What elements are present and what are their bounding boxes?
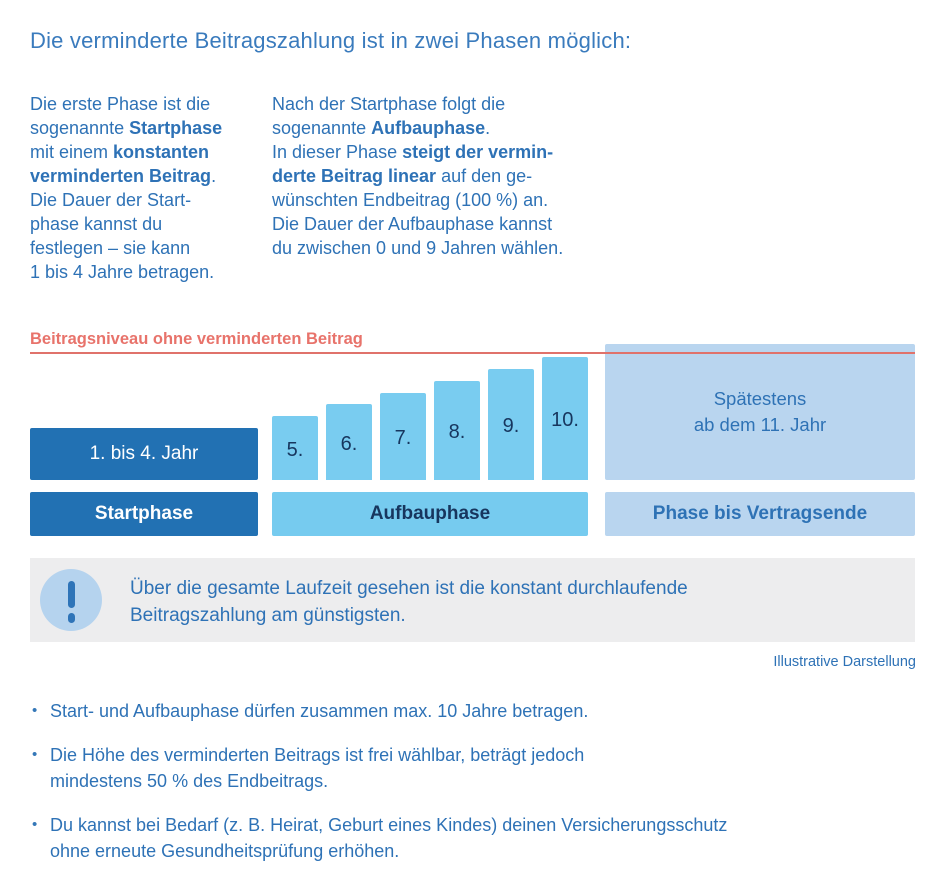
info-box-text: Über die gesamte Laufzeit gesehen ist di… xyxy=(130,578,688,626)
year-bar-label: 8. xyxy=(448,421,466,443)
phase-band-aufbauphase: Aufbauphase xyxy=(272,492,588,536)
year-bar-label: 5. xyxy=(286,439,304,461)
illustrative-note: Illustrative Darstellung xyxy=(773,654,916,670)
phase-band-startphase: Startphase xyxy=(30,492,258,536)
benchmark-label: Beitragsniveau ohne verminderten Beitrag xyxy=(30,330,363,348)
startphase-paragraph: Die erste Phase ist die sogenannte Startp… xyxy=(30,94,223,282)
notes-list: • Start- und Aufbauphase dürfen zusammen … xyxy=(30,698,915,882)
info-box: Über die gesamte Laufzeit gesehen ist di… xyxy=(30,558,915,642)
year-bar-9: 9. xyxy=(488,369,534,480)
aufbauphase-paragraph: Nach der Startphase folgt die sogenannte … xyxy=(272,94,564,258)
list-item-text: Du kannst bei Bedarf (z. B. Heirat, Gebu… xyxy=(50,815,728,861)
phase-band-vertragsende: Phase bis Vertragsende xyxy=(605,492,915,536)
year-bar-8: 8. xyxy=(434,381,480,480)
brochure-page: Die verminderte Beitragszahlung ist in z… xyxy=(30,0,916,886)
end-years-label: Spätestens ab dem 11. Jahr xyxy=(693,388,827,435)
list-item-text: Die Höhe des verminderten Beitrags ist f… xyxy=(50,745,585,791)
year-bar-label: 10. xyxy=(551,409,579,431)
year-bar-label: 7. xyxy=(394,427,412,449)
year-bar-7: 7. xyxy=(380,393,426,480)
list-item: • Start- und Aufbauphase dürfen zusammen … xyxy=(30,698,915,724)
start-years-label: 1. bis 4. Jahr xyxy=(89,443,199,464)
exclamation-icon xyxy=(40,569,102,631)
list-item-text: Start- und Aufbauphase dürfen zusammen m… xyxy=(50,701,589,721)
end-years-block: Spätestens ab dem 11. Jahr xyxy=(605,344,915,480)
bullet-dot: • xyxy=(32,702,38,719)
bullet-dot: • xyxy=(32,746,38,763)
year-bar-10: 10. xyxy=(542,357,588,480)
list-item: • Die Höhe des verminderten Beitrags ist … xyxy=(30,742,915,794)
list-item: • Du kannst bei Bedarf (z. B. Heirat, Geb… xyxy=(30,812,915,864)
start-years-block: 1. bis 4. Jahr xyxy=(30,428,258,480)
benchmark-line xyxy=(30,352,915,354)
year-bar-5: 5. xyxy=(272,416,318,480)
year-bar-6: 6. xyxy=(326,404,372,480)
page-title: Die verminderte Beitragszahlung ist in z… xyxy=(30,28,632,53)
year-bar-label: 9. xyxy=(502,415,520,437)
phase-chart: Beitragsniveau ohne verminderten Beitrag… xyxy=(30,330,915,536)
bullet-dot: • xyxy=(32,816,38,833)
year-bar-label: 6. xyxy=(340,433,358,455)
